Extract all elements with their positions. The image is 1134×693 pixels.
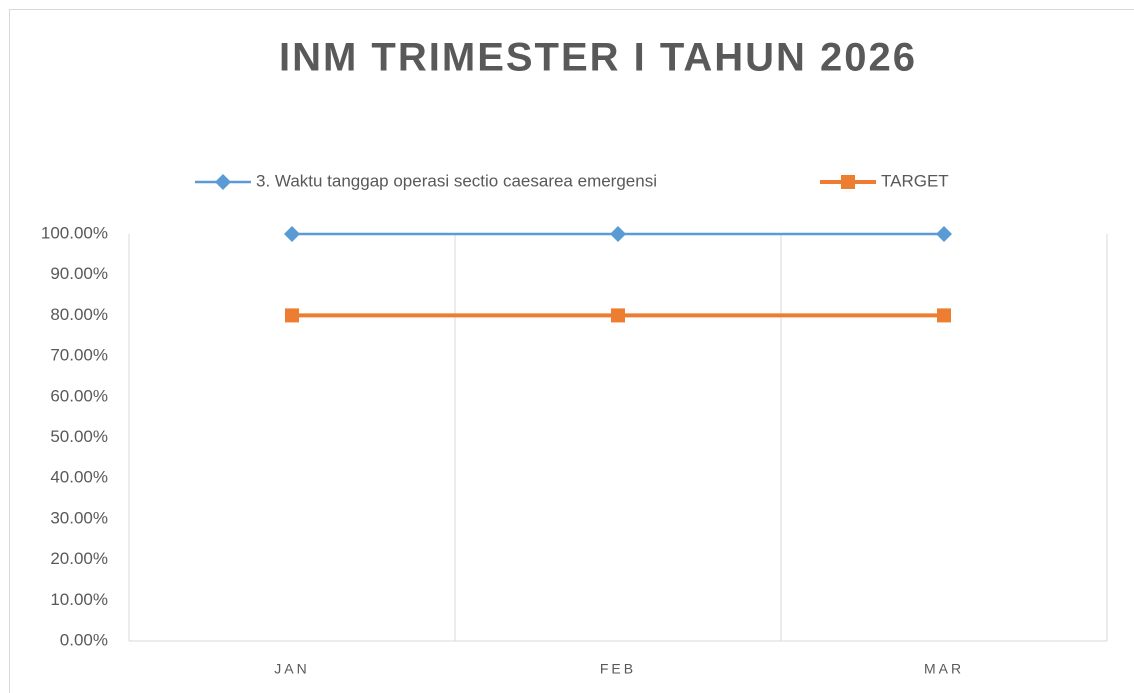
y-tick-label: 100.00% [41, 223, 108, 242]
y-tick-label: 0.00% [60, 630, 108, 649]
x-tick-label: MAR [924, 661, 964, 677]
y-tick-label: 30.00% [50, 508, 108, 527]
legend-label: 3. Waktu tanggap operasi sectio caesarea… [256, 171, 657, 190]
y-tick-label: 70.00% [50, 346, 108, 365]
legend-label: TARGET [881, 171, 949, 190]
y-tick-label: 90.00% [50, 264, 108, 283]
y-tick-label: 40.00% [50, 468, 108, 487]
marker [284, 226, 300, 242]
marker [936, 226, 952, 242]
marker [841, 175, 855, 189]
marker [611, 308, 625, 323]
chart-border [9, 9, 1134, 693]
marker [937, 308, 951, 323]
marker [285, 308, 299, 323]
y-tick-label: 50.00% [50, 427, 108, 446]
y-tick-label: 10.00% [50, 590, 108, 609]
x-tick-label: FEB [600, 661, 636, 677]
marker [215, 174, 231, 190]
y-tick-label: 80.00% [50, 305, 108, 324]
chart-title: INM TRIMESTER I TAHUN 2026 [279, 36, 917, 80]
x-tick-label: JAN [274, 661, 309, 677]
y-tick-label: 60.00% [50, 386, 108, 405]
y-tick-label: 20.00% [50, 549, 108, 568]
marker [610, 226, 626, 242]
